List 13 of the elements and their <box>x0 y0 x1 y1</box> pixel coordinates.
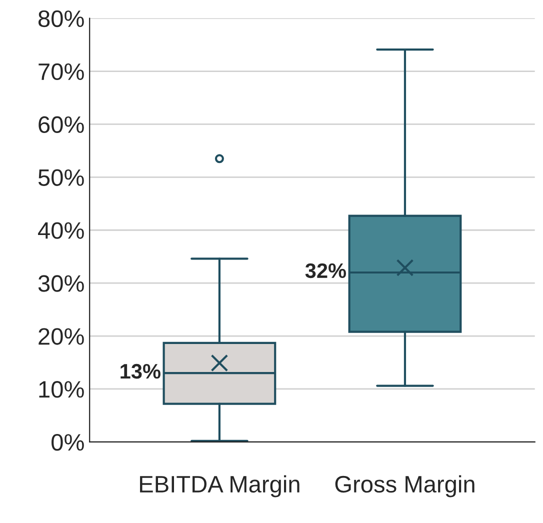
y-tick-label: 30% <box>38 275 84 292</box>
y-tick-label: 40% <box>38 222 84 239</box>
y-tick-label: 50% <box>38 169 84 186</box>
y-tick-label: 80% <box>38 10 84 28</box>
y-tick-label: 70% <box>38 63 84 80</box>
y-tick-label: 20% <box>38 328 84 345</box>
y-tick-label: 10% <box>39 381 84 398</box>
annotation: 13% <box>120 364 160 379</box>
y-tick-label: 0% <box>52 434 84 451</box>
x-tick-label: EBITDA Margin <box>140 475 300 498</box>
y-tick-label: 60% <box>38 116 84 133</box>
x-tick-label: Gross Margin <box>335 475 474 498</box>
annotation: 32% <box>305 263 346 278</box>
